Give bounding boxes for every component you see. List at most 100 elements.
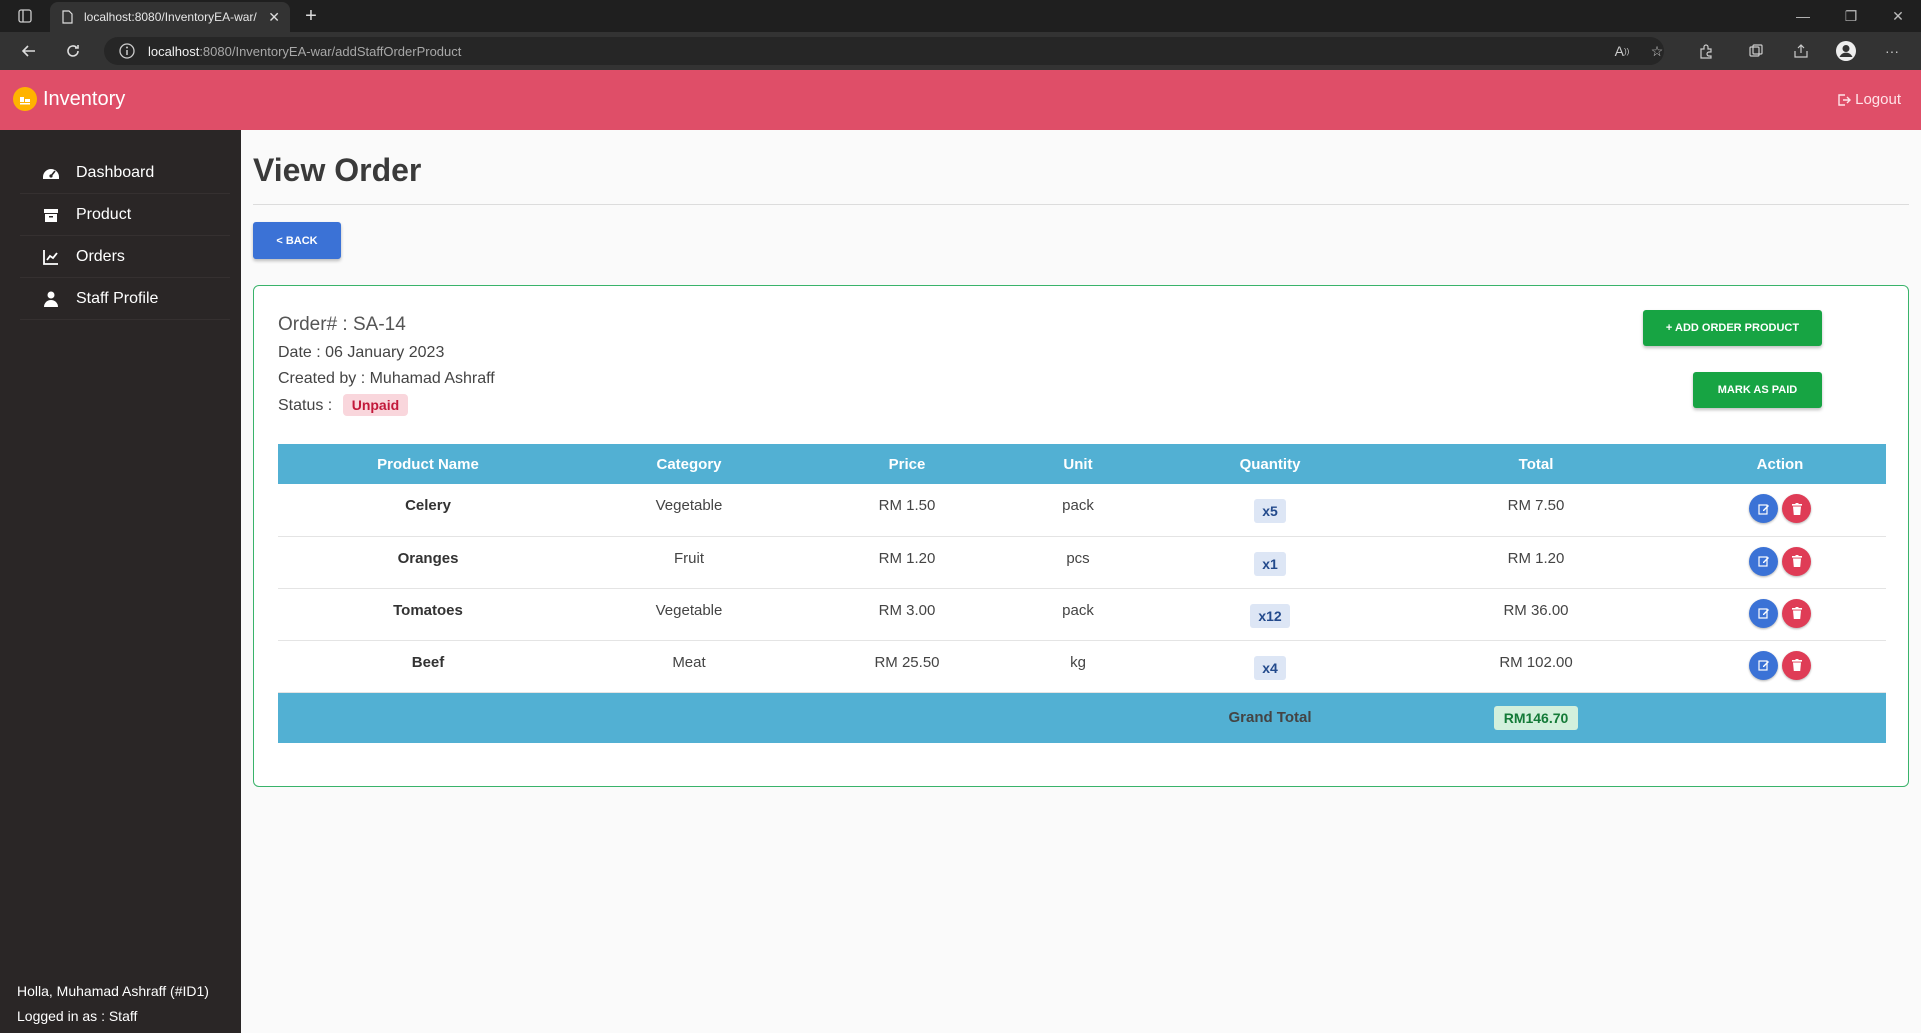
add-order-product-button[interactable]: + ADD ORDER PRODUCT xyxy=(1643,310,1822,346)
column-header: Action xyxy=(1756,455,1804,473)
main-content: View Order < BACK Order# : SA-14 Date : … xyxy=(241,130,1921,1033)
sidebar-item-staff-profile[interactable]: Staff Profile xyxy=(20,278,230,320)
action-cell xyxy=(1674,536,1886,588)
category-cell: Vegetable xyxy=(655,601,723,619)
sidebar-item-dashboard[interactable]: Dashboard xyxy=(20,152,230,194)
category-cell: Meat xyxy=(672,653,706,671)
total-cell: RM 7.50 xyxy=(1507,497,1565,514)
sidebar: Dashboard Product Orders Staff Profile H… xyxy=(0,130,241,1033)
edit-icon xyxy=(1757,660,1769,671)
delete-button[interactable] xyxy=(1782,546,1811,576)
order-date: Date : 06 January 2023 xyxy=(278,344,445,361)
status-badge: Unpaid xyxy=(342,394,409,416)
order-card: Order# : SA-14 Date : 06 January 2023 Cr… xyxy=(253,285,1909,787)
table-header-row: Product Name Category Price Unit Quantit… xyxy=(278,444,1886,484)
price-cell: RM 1.50 xyxy=(878,497,936,514)
quantity-badge: x5 xyxy=(1254,499,1286,523)
unit-cell: kg xyxy=(1070,653,1086,671)
column-header: Category xyxy=(656,455,722,473)
extensions-icon[interactable] xyxy=(1694,39,1718,63)
edit-button[interactable] xyxy=(1749,650,1778,680)
grand-total-label: Grand Total xyxy=(1228,709,1312,727)
share-icon[interactable] xyxy=(1789,39,1813,63)
order-number: Order# : SA-14 xyxy=(278,314,406,335)
trash-icon xyxy=(1791,555,1802,567)
sidebar-item-label: Dashboard xyxy=(76,163,155,181)
product-name-cell: Oranges xyxy=(397,549,459,567)
minimize-icon[interactable]: — xyxy=(1796,8,1810,24)
close-tab-icon[interactable]: ✕ xyxy=(268,8,280,25)
action-cell xyxy=(1674,640,1886,692)
trash-icon xyxy=(1791,607,1802,619)
column-header: Unit xyxy=(1063,455,1093,473)
collections-icon[interactable] xyxy=(1744,39,1768,63)
mark-as-paid-button[interactable]: MARK AS PAID xyxy=(1693,372,1822,408)
column-header: Quantity xyxy=(1239,455,1301,473)
quantity-badge: x12 xyxy=(1250,603,1290,628)
quantity-cell: x5 xyxy=(1142,484,1398,536)
edit-icon xyxy=(1757,556,1769,567)
profile-avatar-icon[interactable] xyxy=(1834,39,1858,63)
logout-icon xyxy=(1838,93,1852,106)
action-cell xyxy=(1674,588,1886,640)
delete-button[interactable] xyxy=(1782,598,1811,628)
chart-icon xyxy=(42,248,60,266)
unit-cell: pack xyxy=(1062,601,1094,619)
brand[interactable]: Inventory xyxy=(13,87,125,111)
inventory-logo-icon xyxy=(13,87,37,111)
delete-button[interactable] xyxy=(1782,650,1811,680)
price-cell: RM 3.00 xyxy=(878,601,936,619)
read-aloud-icon[interactable]: A)) xyxy=(1614,43,1630,59)
quantity-cell: x4 xyxy=(1142,640,1398,692)
order-status: Status : Unpaid xyxy=(278,394,409,416)
sidebar-item-product[interactable]: Product xyxy=(20,194,230,236)
edit-icon xyxy=(1757,503,1769,515)
user-icon xyxy=(42,290,60,308)
box-icon xyxy=(42,206,60,224)
back-button[interactable]: < BACK xyxy=(253,222,341,259)
grand-total-row: Grand Total RM146.70 xyxy=(278,692,1886,743)
quantity-badge: x4 xyxy=(1254,655,1286,680)
order-products-table: Product Name Category Price Unit Quantit… xyxy=(278,444,1886,743)
url-host: localhost xyxy=(148,43,200,59)
logout-link[interactable]: Logout xyxy=(1837,91,1901,108)
order-created-by: Created by : Muhamad Ashraff xyxy=(278,370,495,387)
logout-label: Logout xyxy=(1855,91,1901,108)
table-row: Tomatoes Vegetable RM 3.00 pack x12 RM 3… xyxy=(278,588,1886,640)
action-cell xyxy=(1674,484,1886,536)
tab-title: localhost:8080/InventoryEA-war/ xyxy=(84,10,257,24)
brand-name: Inventory xyxy=(43,87,126,110)
back-arrow-icon[interactable] xyxy=(14,36,44,66)
page-title: View Order xyxy=(253,152,422,188)
trash-icon xyxy=(1791,659,1802,671)
address-bar[interactable]: localhost:8080/InventoryEA-war/addStaffO… xyxy=(104,37,1664,65)
edit-button[interactable] xyxy=(1749,598,1778,628)
grand-total-cell: RM146.70 xyxy=(1398,692,1674,743)
trash-icon xyxy=(1791,502,1802,515)
column-header: Price xyxy=(888,455,926,473)
sidebar-item-orders[interactable]: Orders xyxy=(20,236,230,278)
sidebar-item-label: Staff Profile xyxy=(76,289,159,307)
new-tab-icon[interactable]: + xyxy=(305,4,317,27)
unit-cell: pack xyxy=(1062,497,1094,514)
delete-button[interactable] xyxy=(1782,494,1811,523)
status-label: Status : xyxy=(278,397,333,414)
edit-icon xyxy=(1757,608,1769,619)
more-options-icon[interactable]: ··· xyxy=(1885,43,1899,59)
quantity-cell: x1 xyxy=(1142,536,1398,588)
total-cell: RM 1.20 xyxy=(1507,549,1565,567)
browser-tab[interactable]: localhost:8080/InventoryEA-war/ ✕ xyxy=(50,2,290,32)
product-name-cell: Tomatoes xyxy=(393,601,463,619)
sidebar-toggle-icon[interactable] xyxy=(2,0,48,32)
unit-cell: pcs xyxy=(1066,549,1090,567)
info-icon[interactable] xyxy=(118,42,136,60)
edit-button[interactable] xyxy=(1749,494,1778,523)
dashboard-icon xyxy=(42,164,60,182)
edit-button[interactable] xyxy=(1749,546,1778,576)
quantity-badge: x1 xyxy=(1254,551,1286,576)
restore-icon[interactable]: ❐ xyxy=(1844,7,1858,24)
reload-icon[interactable] xyxy=(58,36,88,66)
favorite-star-icon[interactable]: ☆ xyxy=(1650,42,1664,59)
sidebar-item-label: Orders xyxy=(76,247,125,265)
close-window-icon[interactable]: ✕ xyxy=(1892,7,1904,24)
